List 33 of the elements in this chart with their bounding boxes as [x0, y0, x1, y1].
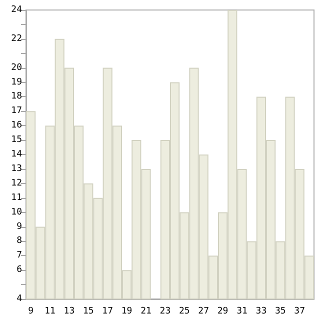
y-tick-label: 24: [11, 5, 22, 15]
x-tick-label: 37: [294, 306, 306, 316]
x-tick-label: 17: [102, 306, 114, 316]
x-tick-label: 31: [236, 306, 248, 316]
y-tick-label: 19: [11, 77, 22, 88]
x-tick-label: 23: [160, 306, 171, 316]
y-tick-label: 12: [11, 178, 22, 188]
y-tick-label: 10: [11, 207, 22, 218]
x-tick-label: 13: [64, 306, 75, 316]
y-tick-label: 9: [16, 222, 22, 232]
x-tick-label: 15: [82, 306, 94, 316]
x-tick-label: 33: [256, 306, 267, 316]
y-tick-label: 22: [11, 34, 22, 44]
y-tick-label: 6: [16, 265, 22, 276]
y-tick-label: 4: [16, 294, 22, 304]
y-tick-label: 14: [11, 150, 22, 160]
x-tick-label: 35: [274, 306, 286, 316]
y-tick-label: 17: [11, 106, 22, 116]
y-tick-label: 15: [11, 135, 22, 146]
x-tick-label: 25: [178, 306, 190, 316]
y-tick-label: 7: [16, 250, 22, 261]
y-tick-label: 8: [16, 236, 22, 246]
y-tick-label: 11: [11, 192, 22, 203]
y-tick-label: 13: [11, 164, 22, 174]
x-tick-label: 27: [198, 306, 210, 316]
x-tick-label: 29: [217, 306, 228, 316]
y-tick-label: 18: [11, 92, 22, 102]
x-tick-label: 21: [140, 306, 152, 316]
y-tick-label: 16: [11, 120, 22, 131]
x-tick-label: 11: [44, 306, 56, 316]
x-tick-label: 9: [28, 306, 34, 316]
y-tick-label: 20: [11, 62, 22, 73]
x-tick-label: 19: [121, 306, 132, 316]
